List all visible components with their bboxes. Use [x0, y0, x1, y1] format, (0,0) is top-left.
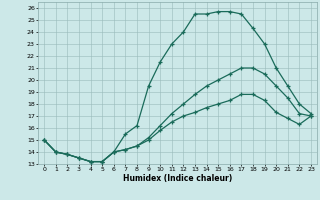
X-axis label: Humidex (Indice chaleur): Humidex (Indice chaleur) — [123, 174, 232, 183]
